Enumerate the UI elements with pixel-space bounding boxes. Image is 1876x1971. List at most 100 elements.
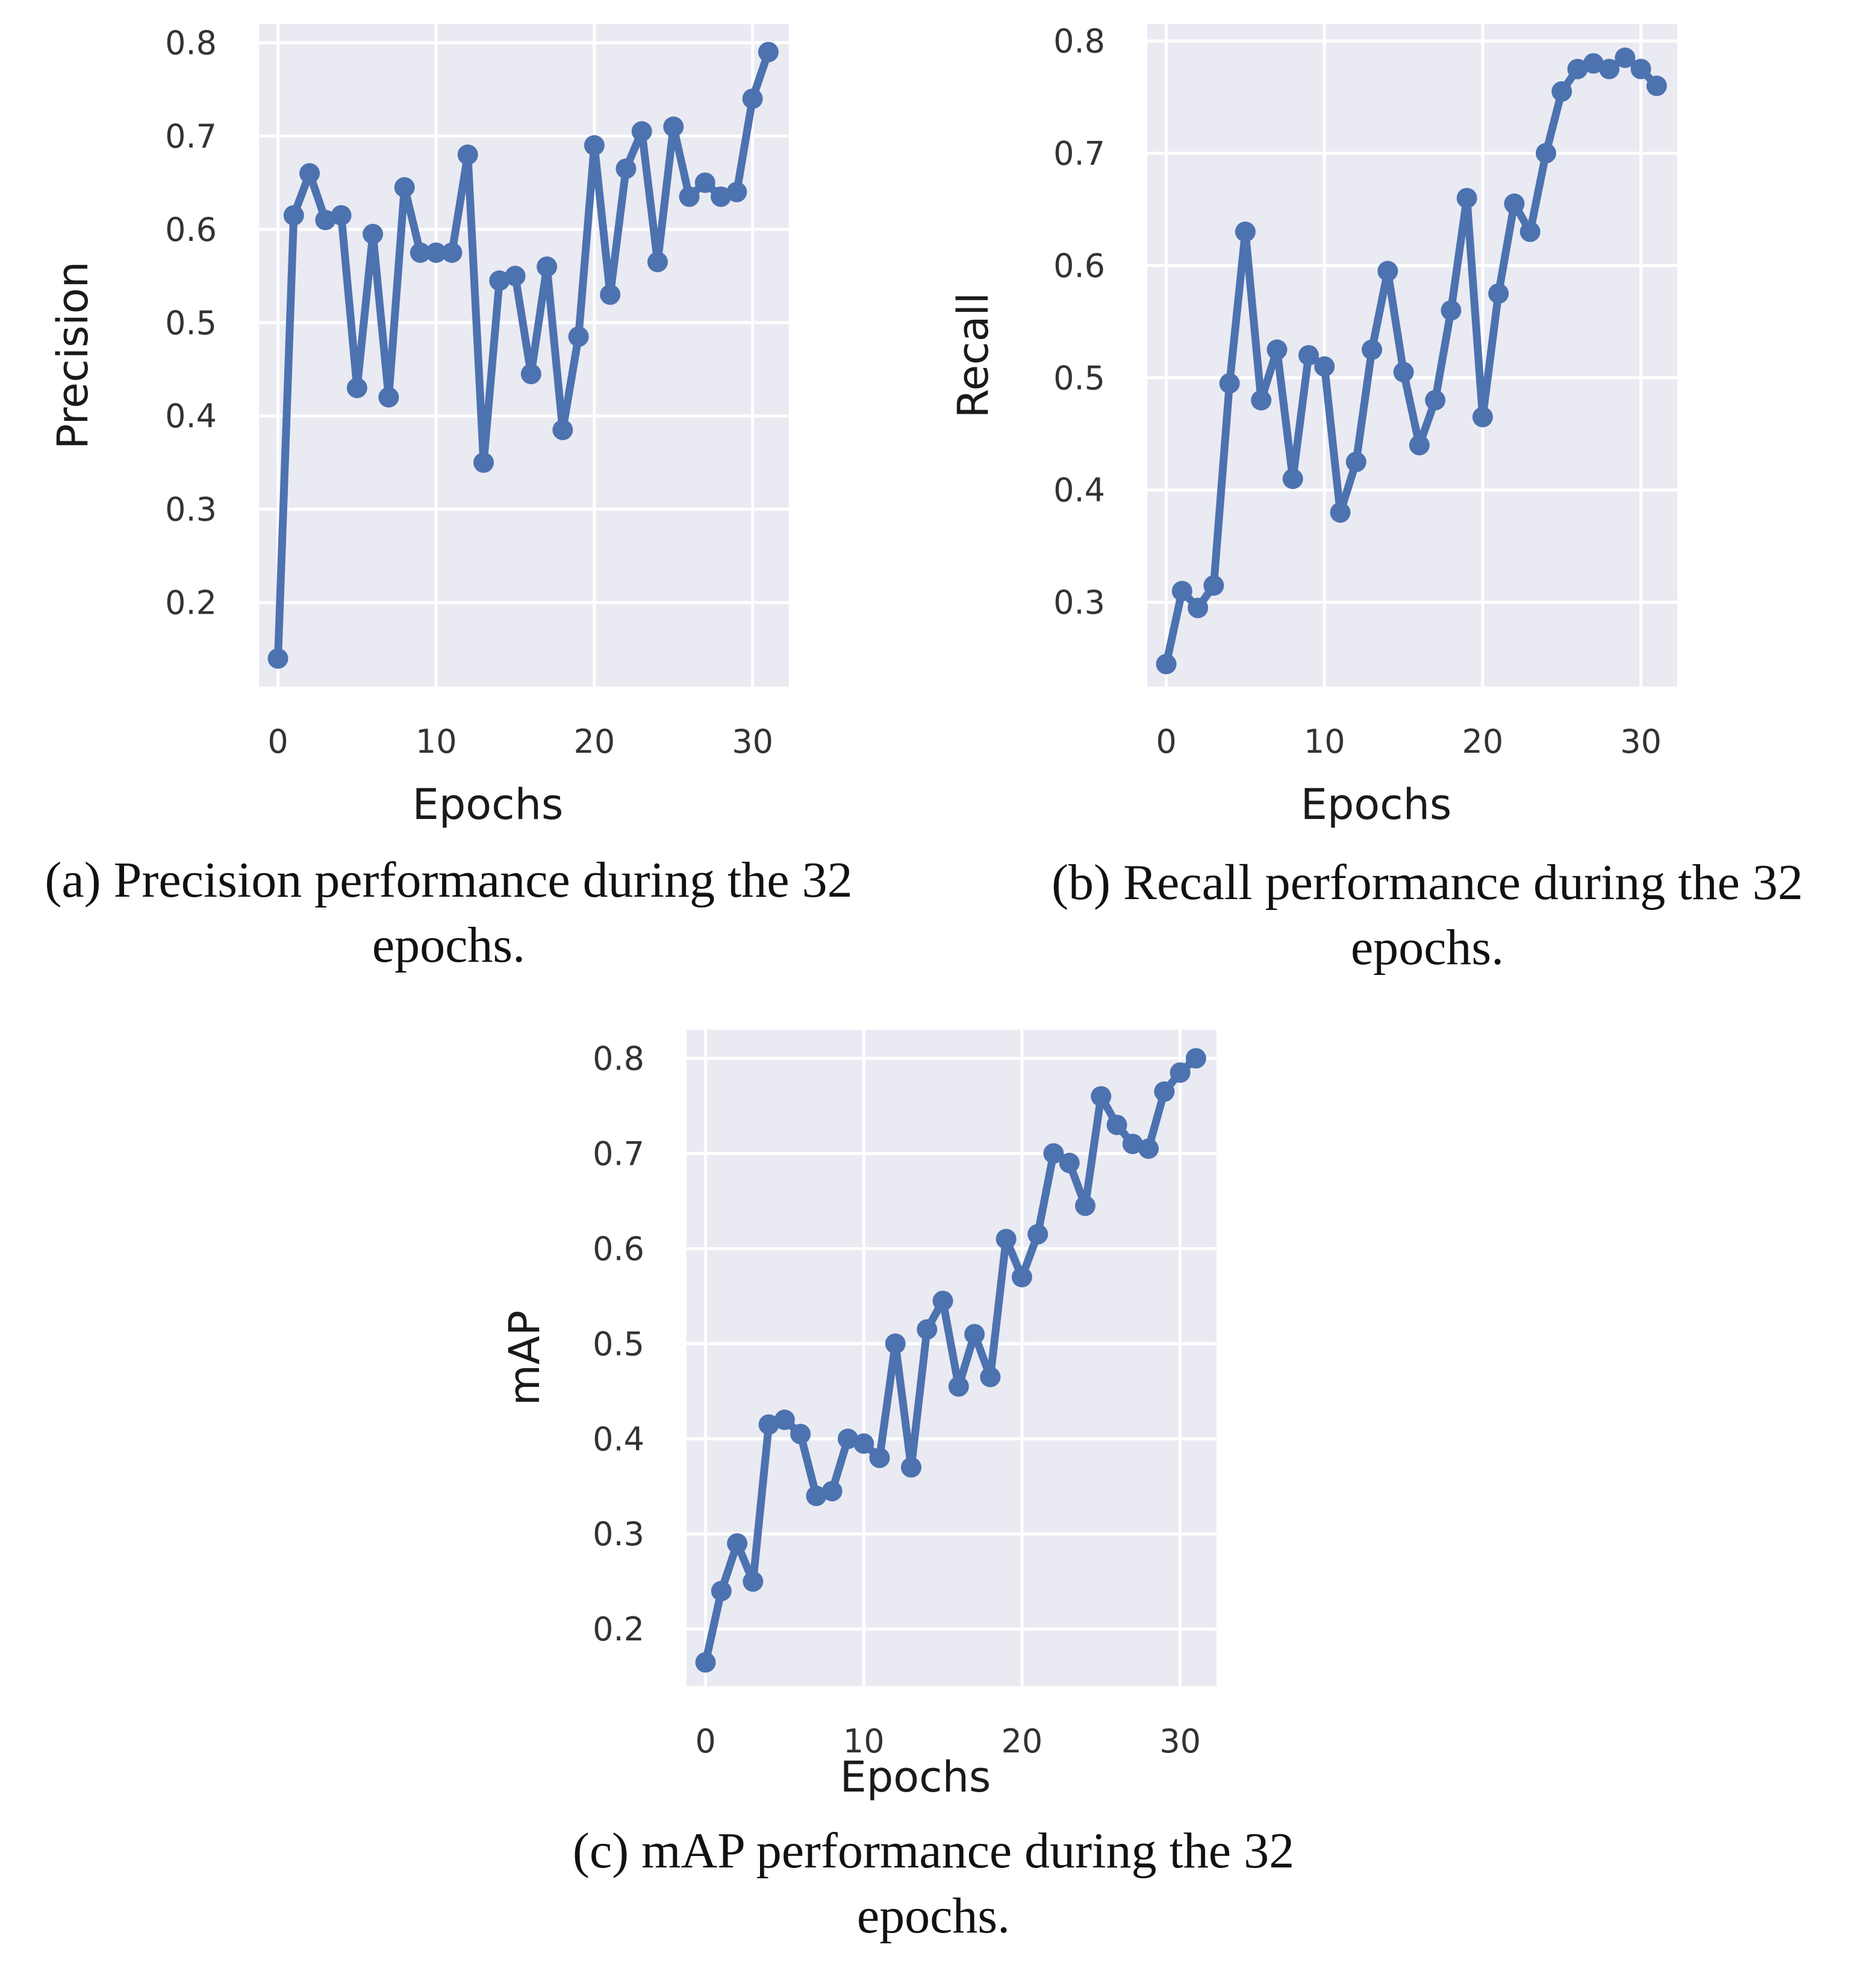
recall-data-point — [1583, 53, 1604, 74]
map-y-axis-label: mAP — [500, 1310, 549, 1406]
precision-y-tick-label: 0.8 — [165, 24, 217, 62]
map-y-tick-label: 0.2 — [593, 1610, 644, 1648]
precision-x-axis-label: Epochs — [413, 780, 564, 829]
recall-data-point — [1425, 390, 1446, 411]
precision-data-point — [331, 205, 352, 226]
map-data-point — [743, 1571, 764, 1592]
precision-y-tick-label: 0.5 — [165, 304, 217, 342]
map-y-tick-label: 0.6 — [593, 1230, 644, 1268]
precision-data-point — [600, 284, 621, 305]
map-data-point — [1027, 1224, 1049, 1245]
recall-data-point — [1504, 193, 1525, 214]
map-data-point — [1043, 1143, 1064, 1164]
map-data-point — [758, 1414, 779, 1435]
recall-y-tick-label: 0.4 — [1053, 472, 1105, 509]
map-data-point — [806, 1486, 827, 1507]
precision-data-point — [711, 186, 732, 207]
recall-data-point — [1171, 581, 1192, 602]
precision-x-tick-label: 10 — [416, 723, 457, 761]
map-y-tick-label: 0.7 — [593, 1135, 644, 1172]
precision-y-tick-label: 0.4 — [165, 397, 217, 435]
map-y-tick-label: 0.3 — [593, 1515, 644, 1553]
map-data-point — [837, 1428, 858, 1449]
precision-data-point — [363, 223, 384, 244]
map-x-tick-label: 20 — [1002, 1722, 1043, 1760]
map-data-point — [917, 1319, 938, 1340]
recall-data-point — [1330, 502, 1351, 523]
precision-data-point — [489, 270, 510, 291]
recall-data-point — [1267, 339, 1288, 360]
recall-data-point — [1393, 361, 1414, 382]
map-x-tick-label: 30 — [1159, 1722, 1201, 1760]
recall-data-point — [1282, 469, 1303, 490]
precision-data-point — [473, 452, 494, 473]
precision-y-tick-label: 0.2 — [165, 584, 217, 622]
map-data-point — [1059, 1153, 1080, 1174]
precision-data-point — [315, 210, 336, 231]
map-data-point — [1106, 1114, 1127, 1135]
precision-data-point — [758, 42, 779, 63]
map-x-axis-label: Epochs — [840, 1752, 991, 1802]
precision-x-tick-label: 30 — [732, 723, 773, 761]
precision-data-point — [378, 387, 399, 408]
recall-y-axis-label: Recall — [949, 293, 998, 419]
precision-x-tick-label: 0 — [267, 723, 288, 761]
recall-x-tick-label: 10 — [1304, 723, 1345, 761]
map-data-point — [695, 1652, 716, 1673]
map-data-point — [885, 1333, 906, 1354]
precision-data-point — [568, 326, 589, 347]
map-data-point — [774, 1409, 795, 1430]
map-data-point — [1170, 1062, 1191, 1083]
recall-data-point — [1314, 356, 1335, 377]
recall-data-point — [1377, 261, 1398, 282]
recall-data-point — [1535, 143, 1556, 164]
recall-x-tick-label: 30 — [1620, 723, 1662, 761]
precision-data-point — [694, 172, 715, 193]
precision-data-point — [584, 135, 605, 156]
recall-data-point — [1441, 300, 1462, 321]
recall-x-tick-label: 20 — [1462, 723, 1504, 761]
recall-data-point — [1409, 435, 1430, 456]
recall-y-tick-label: 0.7 — [1053, 134, 1105, 172]
recall-data-point — [1188, 597, 1209, 618]
precision-data-point — [346, 378, 367, 399]
precision-plot-area — [259, 24, 789, 687]
recall-data-point — [1456, 187, 1477, 208]
precision-data-point — [457, 144, 478, 165]
recall-y-tick-label: 0.3 — [1053, 584, 1105, 621]
recall-data-point — [1219, 373, 1240, 394]
map-data-point — [948, 1376, 969, 1397]
precision-data-point — [631, 121, 652, 142]
map-data-point — [1122, 1133, 1143, 1154]
map-data-point — [1074, 1195, 1095, 1216]
map-data-point — [821, 1481, 843, 1502]
precision-data-point — [679, 186, 700, 207]
recall-data-point — [1298, 345, 1319, 366]
recall-data-point — [1567, 58, 1588, 79]
recall-data-point — [1488, 283, 1509, 304]
map-x-tick-label: 0 — [695, 1722, 715, 1760]
precision-y-tick-label: 0.6 — [165, 211, 217, 249]
precision-data-point — [299, 163, 320, 184]
precision-data-point — [394, 177, 415, 198]
precision-y-tick-label: 0.3 — [165, 491, 217, 529]
map-caption: (c) mAP performance during the 32 epochs… — [572, 1823, 1295, 1944]
recall-data-point — [1345, 452, 1366, 473]
recall-data-point — [1646, 75, 1667, 96]
recall-data-point — [1362, 339, 1383, 360]
map-x-tick-label: 10 — [843, 1722, 885, 1760]
recall-data-point — [1615, 47, 1636, 68]
precision-data-point — [283, 205, 304, 226]
map-y-tick-label: 0.4 — [593, 1420, 644, 1458]
recall-data-point — [1630, 58, 1651, 79]
map-data-point — [1138, 1138, 1159, 1159]
map-y-tick-label: 0.8 — [593, 1039, 644, 1077]
recall-y-tick-label: 0.8 — [1053, 22, 1105, 60]
recall-data-point — [1551, 81, 1572, 102]
map-data-point — [1011, 1266, 1032, 1288]
recall-x-tick-label: 0 — [1156, 723, 1176, 761]
